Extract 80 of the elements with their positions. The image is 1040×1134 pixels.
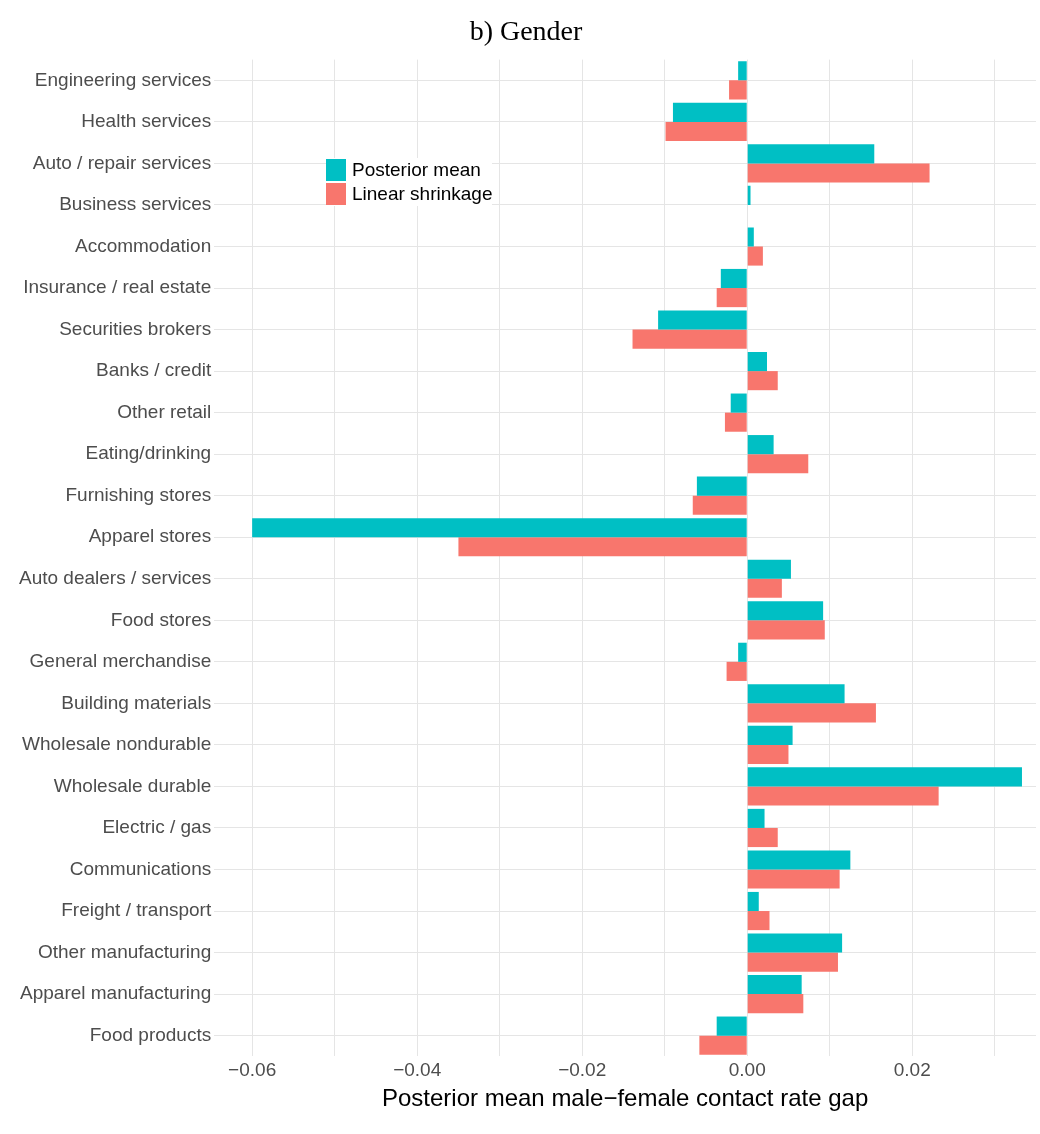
bar [724,412,747,432]
bar [738,642,747,662]
bar [730,393,747,413]
bar [672,102,747,122]
bar [252,518,747,538]
bar [747,559,791,579]
bar [738,61,747,81]
x-tick-label: −0.02 [558,1059,607,1081]
bar [747,952,838,972]
bar [747,869,840,889]
y-tick-label: Building materials [61,691,212,713]
bar [747,786,939,806]
y-tick-label: Food products [89,1023,212,1045]
bar [729,80,747,100]
bar [747,684,845,704]
bar [747,850,851,870]
y-tick-label: Banks / credit [96,359,212,381]
bar [747,352,768,372]
bar [747,144,875,164]
bar [747,620,825,640]
y-tick-label: Other manufacturing [38,940,212,962]
bar [747,767,1022,787]
y-tick-label: Health services [81,110,212,132]
y-tick-label: Food stores [110,608,212,630]
y-tick-label: Freight / transport [61,899,212,921]
bar [632,329,747,349]
y-tick-label: Engineering services [34,68,212,90]
bar [747,994,804,1014]
bar [716,288,747,308]
bar [747,163,930,183]
y-tick-label: Wholesale durable [53,774,212,796]
bar [747,578,782,598]
bar [747,891,759,912]
y-tick-label: Eating/drinking [85,442,212,464]
x-tick-label: 0.02 [893,1059,931,1081]
bar [747,435,774,455]
y-tick-label: Auto / repair services [32,151,212,173]
bar [747,725,793,745]
x-tick-label: 0.00 [728,1059,766,1081]
y-tick-label: Wholesale nondurable [22,733,212,755]
bar [747,911,770,931]
chart-title: b) Gender [469,15,584,47]
bar [747,185,751,205]
y-tick-label: Communications [69,857,212,879]
y-tick-label: Business services [59,193,212,215]
bar [726,661,747,681]
y-tick-label: Apparel stores [88,525,212,547]
y-tick-label: Furnishing stores [65,483,212,505]
x-tick-label: −0.06 [228,1059,277,1081]
bar [696,476,747,496]
y-tick-label: Apparel manufacturing [20,982,212,1004]
y-tick-label: Accommodation [74,234,212,256]
bar [699,1035,747,1055]
legend-label: Linear shrinkage [352,183,493,205]
bar [747,371,778,391]
legend-label: Posterior mean [352,159,481,181]
bar [747,601,824,621]
bar [747,744,789,765]
x-axis-title: Posterior mean male−female contact rate gap [381,1084,869,1112]
y-tick-label: Other retail [117,400,212,422]
bar [747,454,809,474]
bar [716,1016,747,1036]
y-tick-label: Insurance / real estate [23,276,212,298]
bar [747,827,778,848]
x-tick-label: −0.04 [393,1059,442,1081]
bar [747,246,763,266]
bar [692,495,747,515]
bar [747,933,843,953]
bar [458,537,747,557]
bar [665,121,747,142]
y-tick-label: Securities brokers [59,317,212,339]
bar [747,975,802,995]
bar [658,310,747,330]
y-tick-label: Electric / gas [102,816,212,838]
bar [720,268,747,289]
bar [747,227,754,247]
y-tick-label: Auto dealers / services [19,567,212,588]
y-tick-label: General merchandise [29,650,212,672]
bar [747,808,765,828]
bar [747,703,876,723]
